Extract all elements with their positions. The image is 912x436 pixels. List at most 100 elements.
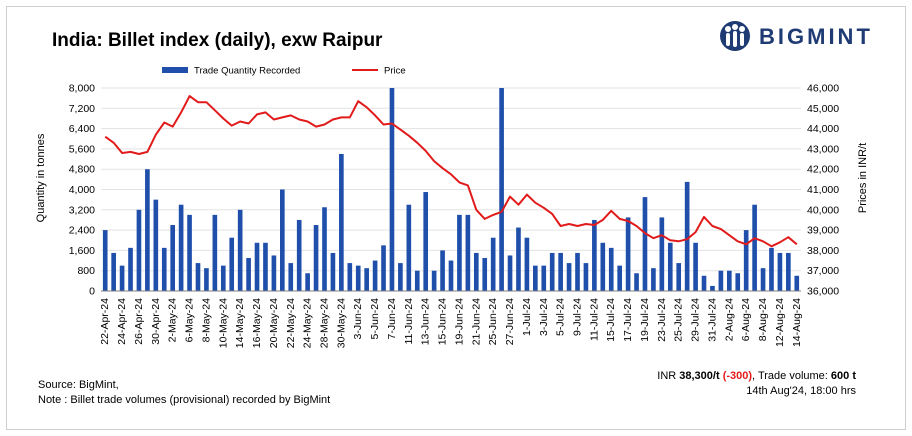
bar [406,204,412,291]
bar [322,207,327,291]
bar [701,275,707,291]
x-tick-label: 30-Apr-24 [150,298,162,345]
x-tick-label: 14-May-24 [234,298,246,348]
gridlines [101,87,801,272]
volume-label: , Trade volume: [752,370,831,382]
bar [145,169,150,291]
x-tick-label: 15-Jun-24 [437,298,449,345]
bar [423,192,429,291]
left-tick-label: 4,000 [69,184,95,196]
bar [178,204,184,291]
x-tick-label: 19-Jul-24 [639,298,651,342]
bar [237,209,243,291]
right-tick-label: 41,000 [807,184,839,196]
bar [769,247,774,291]
bar [330,252,336,291]
x-tick-label: 19-Jun-24 [453,298,465,345]
x-tick-label: 2-Aug-24 [723,298,735,341]
bar [634,273,639,291]
x-tick-label: 23-Jul-24 [656,298,668,342]
bar [288,263,294,291]
bar [263,242,268,291]
brand-logo: BIGMINT [718,20,878,52]
bar [549,252,555,291]
price-line-layer [104,95,798,248]
x-tick-label: 27-Jun-24 [504,298,516,345]
bar [119,265,125,291]
bar [136,209,142,291]
right-tick-label: 36,000 [807,286,839,298]
timestamp: 14th Aug'24, 18:00 hrs [746,385,856,397]
x-tick-label: 6-Aug-24 [740,298,752,341]
bar [440,250,445,291]
bar [558,252,563,291]
brand-name: BIGMINT [759,24,873,49]
bar [786,252,791,291]
bar [752,204,757,291]
right-tick-label: 38,000 [807,245,839,257]
bar [339,153,344,291]
x-tick-label: 14-Aug-24 [791,298,803,347]
x-tick-label: 26-Apr-24 [133,298,145,345]
bar [575,252,580,291]
left-tick-label: 3,200 [69,204,95,216]
note-text: Note : Billet trade volumes (provisional… [38,394,331,406]
x-tick-label: 30-May-24 [335,298,347,348]
x-tick-label: 31-Jul-24 [706,298,718,342]
right-axis-title: Prices in INR/t [857,143,869,213]
bar [431,270,437,291]
bar [220,265,226,291]
bar [448,260,454,291]
right-tick-label: 46,000 [807,83,839,95]
x-tick-label: 22-May-24 [285,298,297,348]
bar [592,219,597,291]
x-tick-label: 15-Jul-24 [605,298,617,342]
bar [246,258,251,291]
bar [111,252,116,291]
bar [296,219,302,291]
price-change: (-300) [722,370,753,382]
bar [625,217,631,291]
x-tick-label: 5-Jul-24 [555,298,567,336]
right-tick-label: 45,000 [807,103,839,115]
bar [777,252,783,291]
left-tick-label: 5,600 [69,143,95,155]
x-tick-label: 11-Jul-24 [588,298,600,341]
bar [254,242,260,291]
x-tick-label: 7-Jun-24 [386,298,398,340]
volume-value: 600 t [830,370,856,382]
x-tick-label: 12-Aug-24 [774,298,786,347]
x-axis-ticks: 22-Apr-24 24-Apr-24 26-Apr-24 30-Apr-24 2-Ma… [99,298,803,348]
price-value: 38,300/t [679,370,720,382]
x-tick-label: 20-May-24 [268,298,280,348]
bar [490,237,496,291]
x-tick-label: 6-May-24 [184,298,196,343]
bar [507,255,513,291]
bar [667,242,673,291]
legend-price-label: Price [384,66,406,77]
source-text: Source: BigMint, [38,379,119,391]
bar [212,214,218,291]
right-tick-label: 39,000 [807,225,839,237]
bar [128,247,133,291]
x-tick-label: 10-May-24 [217,298,229,348]
x-tick-label: 25-Jul-24 [673,298,685,342]
x-tick-label: 1-Jul-24 [521,298,533,336]
right-tick-label: 44,000 [807,123,839,135]
bar [204,268,209,291]
footer-notes: Source: BigMint, Note : Billet trade vol… [38,378,330,408]
chart-title: India: Billet index (daily), exw Raipur [52,30,383,51]
legend-bar-swatch [162,67,188,73]
bar [566,263,572,291]
bar [718,270,724,291]
price-line [104,95,798,248]
x-tick-label: 2-May-24 [167,298,179,343]
bar [617,265,622,291]
left-axis-ticks: 0 800 1,600 2,400 3,200 4,000 4,800 5,600 6,400 7… [69,83,95,298]
left-tick-label: 2,400 [69,225,95,237]
bigmint-logo-icon [720,21,750,51]
quantity-bars [102,88,800,291]
x-tick-label: 11-Jun-24 [403,298,415,345]
price-prefix: INR [657,370,680,382]
